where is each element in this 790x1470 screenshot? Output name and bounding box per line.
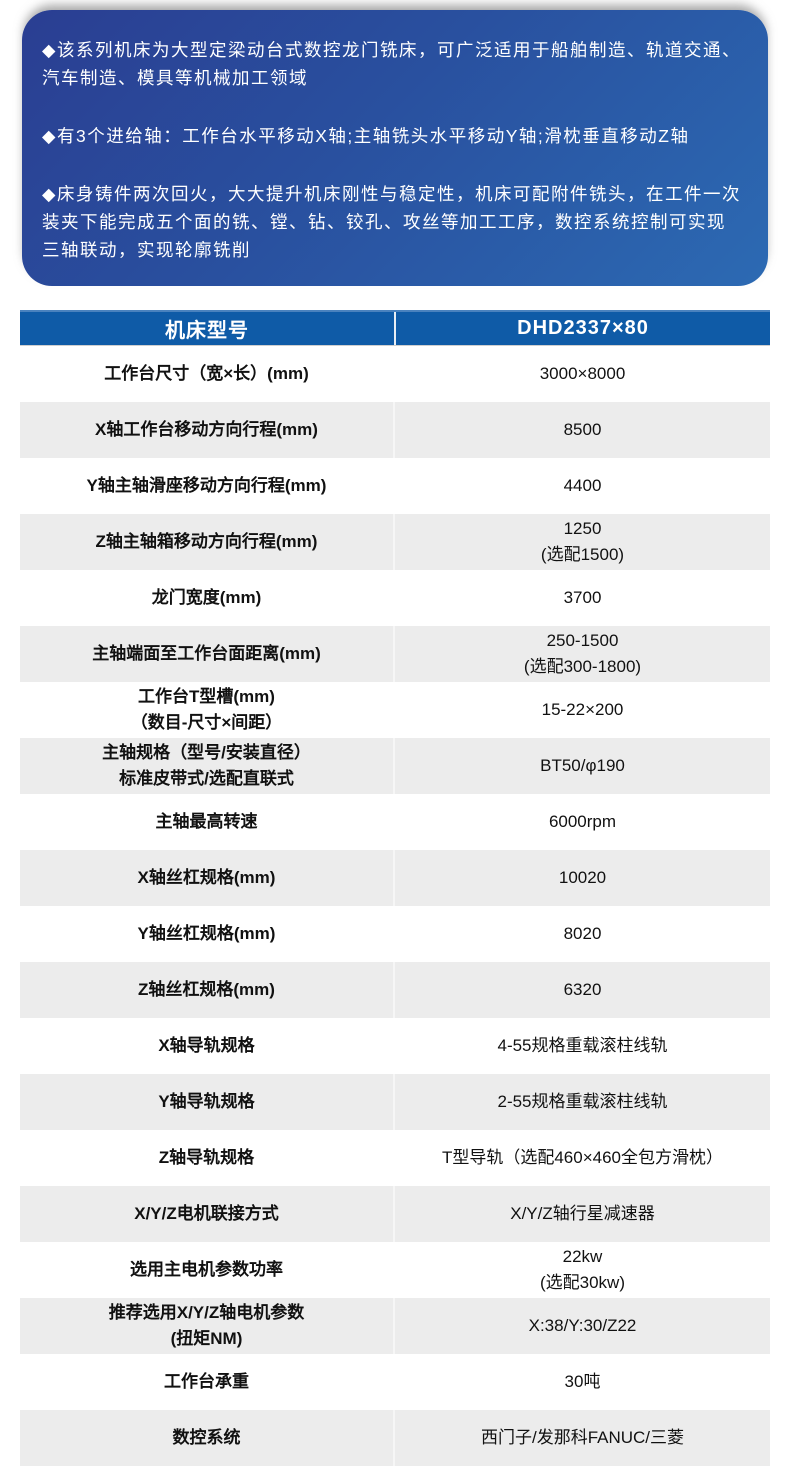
spec-value: 30吨 xyxy=(564,1372,601,1391)
spec-value: T型导轨（选配460×460全包方滑枕） xyxy=(441,1148,724,1167)
spec-value: 6320 xyxy=(563,980,602,999)
spec-label: 推荐选用X/Y/Z轴电机参数 (扭矩NM) xyxy=(20,1298,395,1354)
spec-label: 数控系统 xyxy=(20,1410,395,1466)
intro-bullet: ◆有3个进给轴：工作台水平移动X轴;主轴铣头水平移动Y轴;滑枕垂直移动Z轴 xyxy=(42,126,690,146)
intro-bullet: ◆床身铸件两次回火，大大提升机床刚性与稳定性，机床可配附件铣头，在工件一次装夹下… xyxy=(42,184,741,260)
spec-header-param-column: 机床型号 xyxy=(20,312,396,345)
spec-value: 3700 xyxy=(563,588,602,607)
table-row: Y轴丝杠规格(mm) 8020 xyxy=(20,906,770,962)
table-row: 主轴最高转速 6000rpm xyxy=(20,794,770,850)
table-row: X/Y/Z电机联接方式 X/Y/Z轴行星减速器 xyxy=(20,1186,770,1242)
table-row: 工作台T型槽(mm) （数目-尺寸×间距） 15-22×200 xyxy=(20,682,770,738)
table-row: Y轴主轴滑座移动方向行程(mm) 4400 xyxy=(20,458,770,514)
spec-label: Y轴导轨规格 xyxy=(20,1074,395,1130)
table-row: X轴工作台移动方向行程(mm) 8500 xyxy=(20,402,770,458)
spec-value: 15-22×200 xyxy=(541,700,624,719)
table-row: Z轴丝杠规格(mm) 6320 xyxy=(20,962,770,1018)
spec-label: X轴丝杠规格(mm) xyxy=(20,850,395,906)
spec-table: 机床型号 DHD2337×80 工作台尺寸（宽×长）(mm) 3000×8000… xyxy=(20,310,770,1466)
spec-header-model-column: DHD2337×80 xyxy=(517,317,649,339)
table-row: 工作台尺寸（宽×长）(mm) 3000×8000 xyxy=(20,346,770,402)
table-row: 龙门宽度(mm) 3700 xyxy=(20,570,770,626)
intro-bullet: ◆该系列机床为大型定梁动台式数控龙门铣床，可广泛适用于船舶制造、轨道交通、汽车制… xyxy=(42,40,741,88)
spec-label: Z轴丝杠规格(mm) xyxy=(20,962,395,1018)
table-row: Z轴主轴箱移动方向行程(mm) 1250 (选配1500) xyxy=(20,514,770,570)
table-row: 主轴端面至工作台面距离(mm) 250-1500 (选配300-1800) xyxy=(20,626,770,682)
table-row: 主轴规格（型号/安装直径） 标准皮带式/选配直联式 BT50/φ190 xyxy=(20,738,770,794)
table-row: X轴导轨规格 4-55规格重载滚柱线轨 xyxy=(20,1018,770,1074)
spec-value: 22kw (选配30kw) xyxy=(539,1247,625,1292)
spec-value: 4400 xyxy=(563,476,602,495)
spec-label: X/Y/Z电机联接方式 xyxy=(20,1186,395,1242)
table-row: X轴丝杠规格(mm) 10020 xyxy=(20,850,770,906)
spec-value: 2-55规格重载滚柱线轨 xyxy=(497,1092,668,1111)
spec-label: Y轴主轴滑座移动方向行程(mm) xyxy=(20,458,395,514)
table-row: 选用主电机参数功率 22kw (选配30kw) xyxy=(20,1242,770,1298)
intro-card: ◆该系列机床为大型定梁动台式数控龙门铣床，可广泛适用于船舶制造、轨道交通、汽车制… xyxy=(22,10,768,286)
spec-table-body: 工作台尺寸（宽×长）(mm) 3000×8000 X轴工作台移动方向行程(mm)… xyxy=(20,346,770,1466)
spec-value: 3000×8000 xyxy=(539,364,626,383)
spec-label: 主轴最高转速 xyxy=(20,794,395,850)
spec-label: 工作台尺寸（宽×长）(mm) xyxy=(20,346,395,402)
spec-label: 主轴规格（型号/安装直径） 标准皮带式/选配直联式 xyxy=(20,738,395,794)
spec-value: 8020 xyxy=(563,924,602,943)
spec-value: 4-55规格重载滚柱线轨 xyxy=(497,1036,668,1055)
intro-bullet-list: ◆该系列机床为大型定梁动台式数控龙门铣床，可广泛适用于船舶制造、轨道交通、汽车制… xyxy=(42,36,744,264)
spec-label: 工作台T型槽(mm) （数目-尺寸×间距） xyxy=(20,682,395,738)
spec-value: 1250 (选配1500) xyxy=(540,519,625,564)
table-row: 推荐选用X/Y/Z轴电机参数 (扭矩NM) X:38/Y:30/Z22 xyxy=(20,1298,770,1354)
spec-value: 6000rpm xyxy=(548,812,617,831)
spec-label: X轴导轨规格 xyxy=(20,1018,395,1074)
spec-value: X/Y/Z轴行星减速器 xyxy=(510,1204,655,1223)
spec-value: 西门子/发那科FANUC/三菱 xyxy=(480,1428,685,1447)
table-row: Z轴导轨规格 T型导轨（选配460×460全包方滑枕） xyxy=(20,1130,770,1186)
spec-value: 10020 xyxy=(558,868,607,887)
spec-label: Y轴丝杠规格(mm) xyxy=(20,906,395,962)
spec-label: 龙门宽度(mm) xyxy=(20,570,395,626)
spec-label: Z轴导轨规格 xyxy=(20,1130,395,1186)
spec-label: 工作台承重 xyxy=(20,1354,395,1410)
spec-label: 选用主电机参数功率 xyxy=(20,1242,395,1298)
table-row: 数控系统 西门子/发那科FANUC/三菱 xyxy=(20,1410,770,1466)
spec-value: BT50/φ190 xyxy=(540,756,625,775)
spec-value: 8500 xyxy=(563,420,602,439)
table-row: 工作台承重 30吨 xyxy=(20,1354,770,1410)
spec-label: 主轴端面至工作台面距离(mm) xyxy=(20,626,395,682)
spec-table-header: 机床型号 DHD2337×80 xyxy=(20,310,770,346)
spec-value: 250-1500 (选配300-1800) xyxy=(523,631,642,676)
spec-value: X:38/Y:30/Z22 xyxy=(528,1316,637,1335)
table-row: Y轴导轨规格 2-55规格重载滚柱线轨 xyxy=(20,1074,770,1130)
spec-label: X轴工作台移动方向行程(mm) xyxy=(20,402,395,458)
spec-label: Z轴主轴箱移动方向行程(mm) xyxy=(20,514,395,570)
